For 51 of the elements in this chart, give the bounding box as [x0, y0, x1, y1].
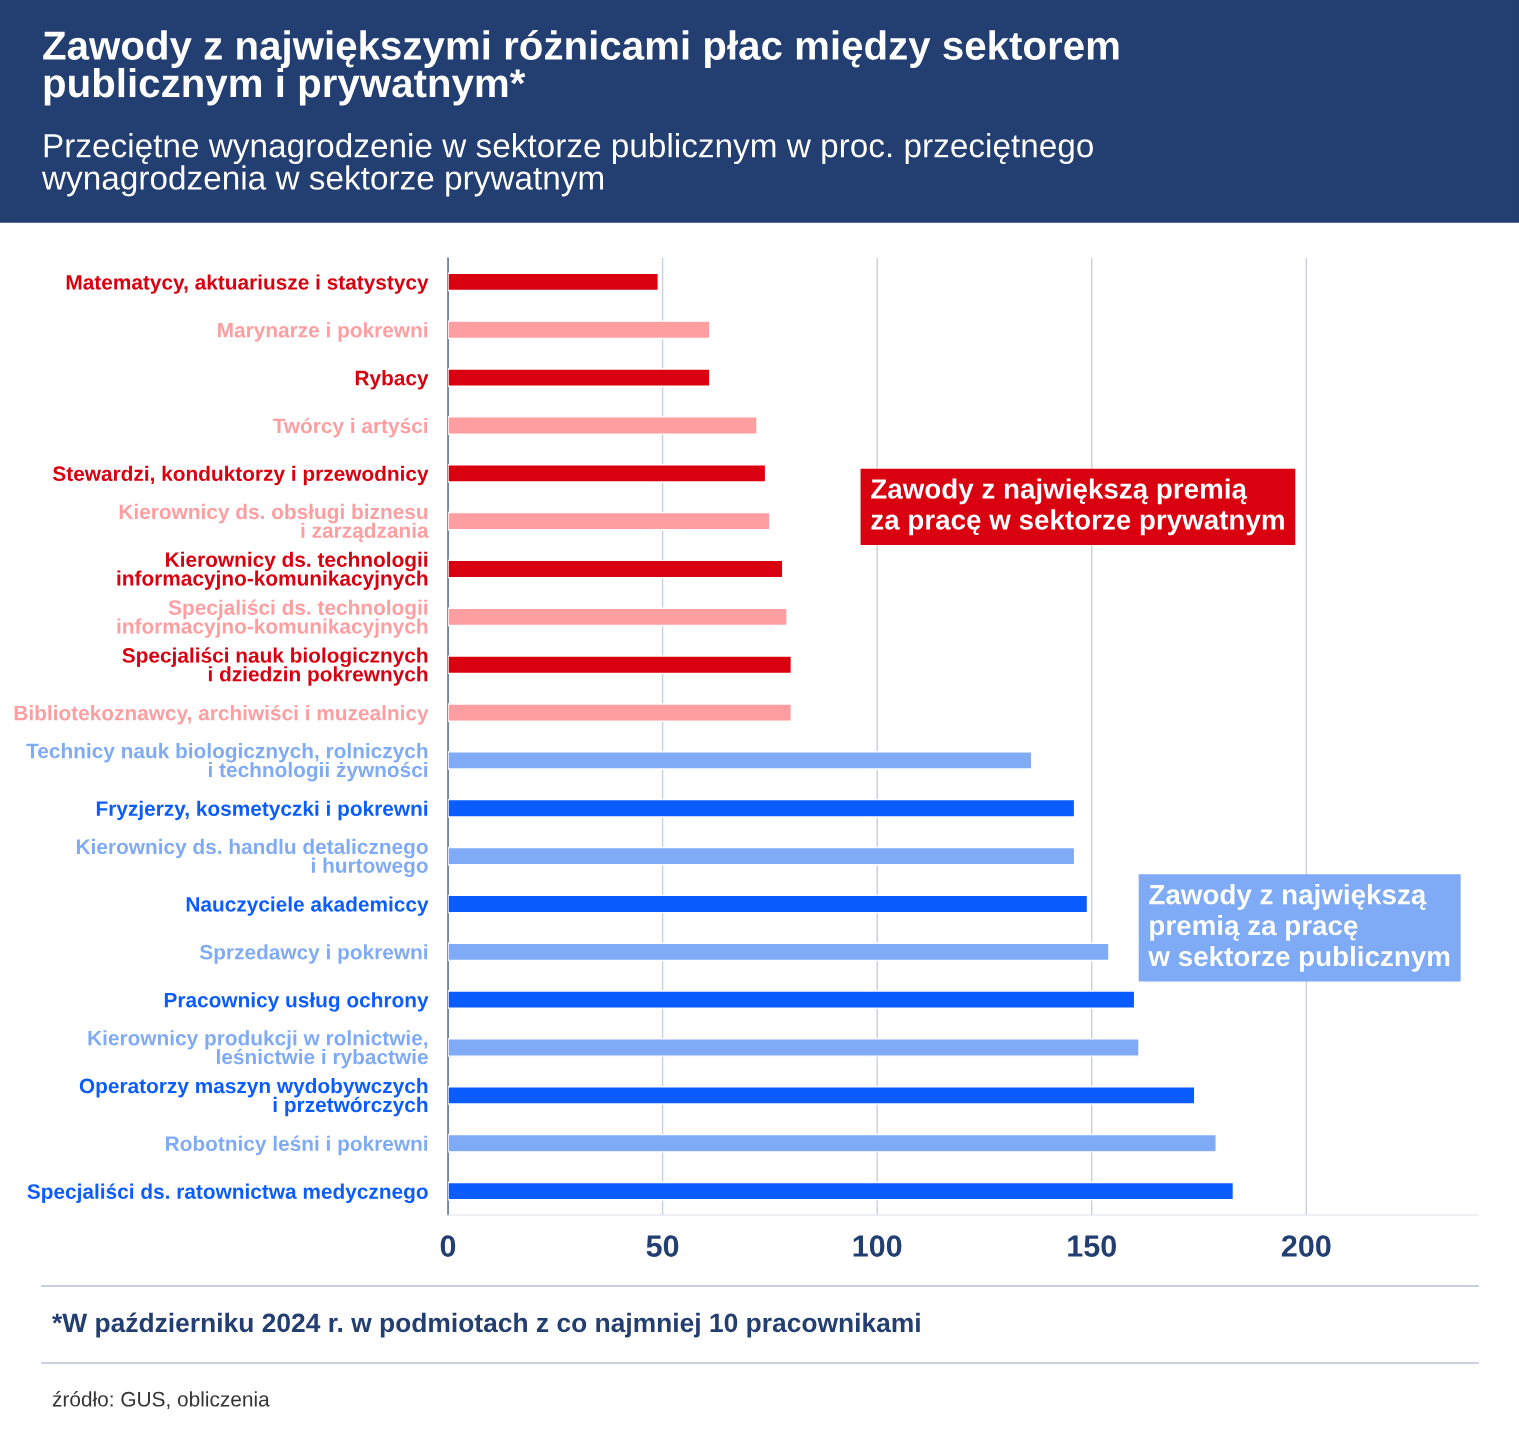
y-tick-label: Matematycy, aktuariusze i statystycy: [66, 274, 429, 294]
y-tick-label: Fryzjerzy, kosmetyczki i pokrewni: [96, 800, 428, 821]
bar: [448, 1133, 1217, 1153]
annotation: Zawody z największą premią za pracę w sektorze prywatnym: [871, 478, 1284, 536]
y-tick-label: Robotnicy leśni i pokrewni: [166, 1135, 428, 1156]
y-tick-label: Pracownicy usług ochrony: [164, 992, 429, 1012]
bar: [448, 1181, 1235, 1201]
bar: [448, 1038, 1140, 1057]
y-tick-label: Rybacy: [355, 370, 429, 390]
bar: [448, 990, 1136, 1009]
bar: [448, 703, 793, 722]
y-tick-label: Specjaliści ds. technologii informacyjno-komunikacyjnych: [117, 599, 428, 638]
bar: [448, 320, 711, 340]
x-tick-label: 200: [1281, 1235, 1331, 1257]
y-tick-label: Operatorzy maszyn wydobywczych i przetwórczych: [79, 1078, 428, 1117]
y-tick-label: Kierownicy ds. handlu detalicznego i hurtowego: [76, 838, 428, 878]
bar: [448, 1086, 1196, 1105]
text: *W październiku 2024 r. w podmiotach z co najmniej 10 pracownikami: [52, 1312, 920, 1338]
bar: [448, 846, 1076, 866]
bar: [448, 272, 659, 292]
bar: [448, 655, 793, 675]
bar: [448, 416, 758, 435]
y-tick-label: Bibliotekoznawcy, archiwiści i muzealnicy: [14, 704, 429, 725]
chart-title: Zawody z największymi różnicami płac między sektorem publicznym i prywatnym*: [43, 30, 1119, 106]
y-tick-label: Specjaliści nauk biologicznych i dziedzin pokrewnych: [122, 647, 428, 686]
y-tick-label: Nauczyciele akademiccy: [186, 896, 429, 916]
text: źródło: GUS, obliczenia: [52, 1391, 270, 1410]
annotation: Zawody z największą premią za pracę w sektorze publicznym: [1148, 884, 1450, 972]
bar: [448, 894, 1089, 914]
bar: [448, 798, 1076, 818]
y-tick-label: Kierownicy produkcji w rolnictwie, leśnictwie i rybactwie: [88, 1030, 428, 1069]
y-tick-label: Stewardzi, konduktorzy i przewodnicy: [52, 465, 429, 486]
bar: [448, 464, 767, 483]
bar: [448, 511, 771, 531]
bar: [448, 559, 784, 579]
bar: [448, 751, 1033, 770]
y-tick-label: Technicy nauk biologicznych, rolniczych i technologii żywności: [26, 743, 428, 782]
y-tick-label: Twórcy i artyści: [272, 417, 428, 438]
chart-subtitle: Przeciętne wynagrodzenie w sektorze publicznym w proc. przeciętnego wynagrodzenia w sektorze prywatnym: [41, 133, 1093, 197]
y-tick-label: Kierownicy ds. obsługi biznesu i zarządzania: [119, 503, 429, 543]
bar: [448, 368, 711, 387]
bar: [448, 942, 1110, 962]
x-tick-label: 50: [646, 1235, 679, 1257]
y-tick-label: Marynarze i pokrewni: [218, 322, 428, 342]
y-tick-label: Kierownicy ds. technologii informacyjno-komunikacyjnych: [117, 551, 428, 590]
x-tick-label: 100: [853, 1235, 902, 1257]
x-tick-label: 0: [440, 1235, 456, 1257]
x-tick-label: 150: [1068, 1235, 1116, 1257]
bar: [448, 607, 788, 627]
y-tick-label: Sprzedawcy i pokrewni: [199, 944, 428, 964]
y-tick-label: Specjaliści ds. ratownictwa medycznego: [27, 1183, 428, 1204]
